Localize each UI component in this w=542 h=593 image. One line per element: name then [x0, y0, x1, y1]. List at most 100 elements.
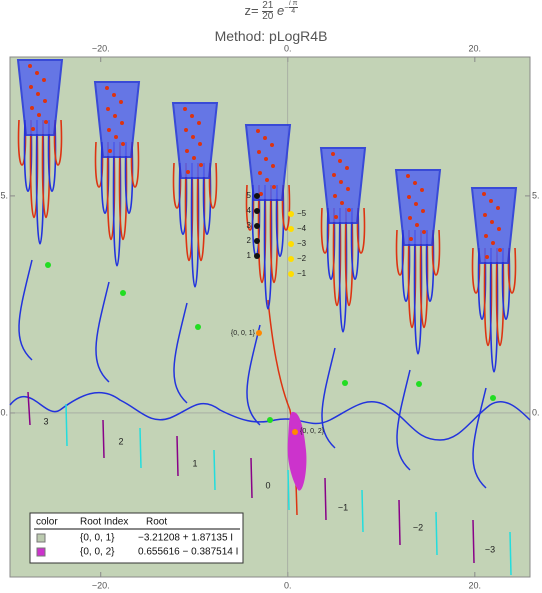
loop: [190, 162, 200, 288]
branch-cut: [398, 499, 401, 546]
loop: [172, 162, 182, 209]
branch-cut: [27, 391, 31, 426]
red-dot: [346, 187, 350, 191]
red-dot: [340, 201, 344, 205]
tower-head: [93, 81, 141, 158]
branch-label: 3: [43, 416, 48, 426]
right-label: −3: [297, 239, 307, 248]
loop: [130, 141, 140, 188]
loop: [483, 247, 493, 346]
loop: [281, 184, 291, 231]
red-dot: [105, 86, 109, 90]
title-prefix: z=: [244, 2, 259, 18]
branch-label: −1: [338, 502, 348, 512]
red-dot: [491, 241, 495, 245]
red-dot: [198, 142, 202, 146]
red-dot: [106, 107, 110, 111]
y-tick-label: 0.: [532, 407, 540, 417]
loop: [100, 141, 110, 214]
left-label: 1: [247, 251, 252, 260]
root-dot: [416, 381, 422, 387]
red-dot: [422, 230, 426, 234]
red-dot: [332, 173, 336, 177]
root-dot: [120, 290, 126, 296]
red-dot: [331, 152, 335, 156]
left-label: 5: [247, 191, 252, 200]
left-label: 3: [247, 221, 252, 230]
loop: [332, 207, 342, 306]
red-dot: [485, 255, 489, 259]
branch-cut: [176, 435, 179, 477]
loop: [320, 207, 330, 254]
red-dot: [197, 121, 201, 125]
loop: [208, 162, 218, 209]
red-dot: [271, 164, 275, 168]
red-dot: [409, 237, 413, 241]
tower: [394, 169, 442, 471]
tower-head: [171, 102, 219, 179]
right-label: −4: [297, 224, 307, 233]
branch-cut: [509, 531, 512, 576]
tail: [95, 281, 110, 383]
red-dot: [496, 206, 500, 210]
tower: [470, 187, 518, 489]
red-dot: [420, 188, 424, 192]
red-dot: [345, 166, 349, 170]
tower-head: [470, 187, 518, 264]
red-dot: [31, 127, 35, 131]
root-label: {0, 0, 2}: [300, 428, 325, 435]
black-dot: [254, 223, 260, 229]
legend-header: Root Index: [80, 517, 128, 528]
red-dot: [29, 85, 33, 89]
tower: [171, 102, 219, 404]
loop: [184, 162, 194, 261]
red-dot: [270, 143, 274, 147]
x-tick-label: 20.: [469, 580, 482, 590]
y-tick-label: 5.: [0, 190, 8, 200]
tail: [18, 259, 33, 361]
red-dot: [333, 194, 337, 198]
loop: [413, 229, 423, 355]
red-dot: [37, 113, 41, 117]
loop: [29, 119, 39, 218]
red-dot: [272, 185, 276, 189]
tail: [246, 324, 261, 426]
red-dot: [264, 157, 268, 161]
red-dot: [35, 71, 39, 75]
branch-cut: [65, 403, 68, 447]
legend-swatch: [36, 533, 46, 543]
root-dot: [342, 380, 348, 386]
loop: [17, 119, 27, 166]
wave-curve: [9, 391, 531, 441]
legend-root: 0.655616 − 0.387514 I: [138, 547, 238, 558]
red-dot: [489, 199, 493, 203]
red-dot: [256, 129, 260, 133]
red-dot: [113, 114, 117, 118]
red-dot: [184, 128, 188, 132]
tail: [472, 387, 487, 489]
black-dot: [254, 193, 260, 199]
loop: [477, 247, 487, 320]
x-tick-label: 0.: [284, 580, 292, 590]
right-label: −1: [297, 269, 307, 278]
red-dot: [119, 100, 123, 104]
loop: [53, 119, 63, 166]
red-dot: [265, 178, 269, 182]
branch-label: −2: [413, 522, 423, 532]
x-tick-label: 20.: [469, 43, 482, 53]
loop: [106, 141, 116, 240]
red-dot: [112, 93, 116, 97]
tower: [16, 59, 64, 361]
red-dot: [43, 99, 47, 103]
red-dot: [36, 92, 40, 96]
red-dot: [258, 171, 262, 175]
x-tick-label: −20.: [92, 580, 110, 590]
loop: [471, 247, 481, 294]
red-dot: [191, 135, 195, 139]
red-dot: [406, 174, 410, 178]
red-dot: [28, 64, 32, 68]
branch-label: 2: [118, 436, 123, 446]
